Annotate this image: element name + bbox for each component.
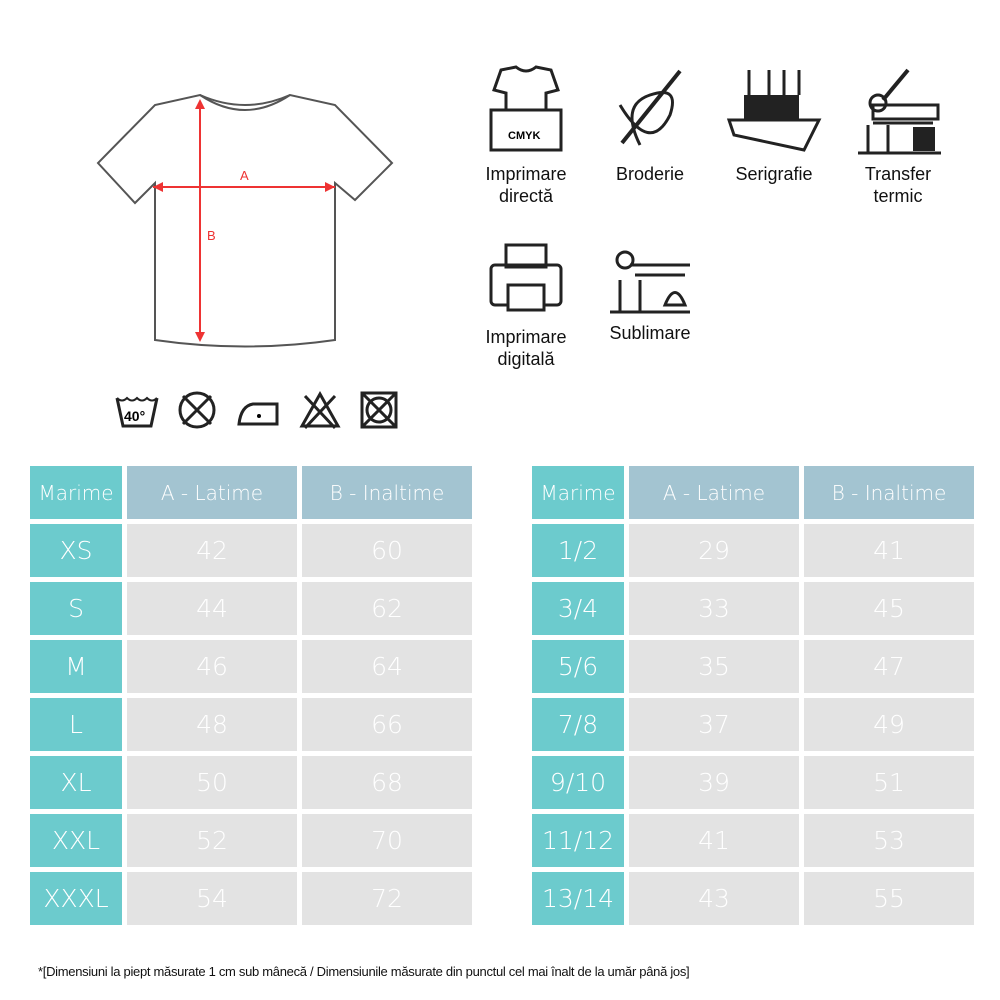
sublimation-icon — [610, 250, 690, 314]
table-cell: 49 — [804, 698, 974, 751]
no-tumble-dry-icon — [360, 391, 398, 429]
table-cell: 41 — [804, 524, 974, 577]
table-cell: 66 — [302, 698, 472, 751]
table-cell: 62 — [302, 582, 472, 635]
technique-digital-print: Imprimare digitală — [466, 240, 586, 370]
table-cell: 60 — [302, 524, 472, 577]
size-label: XL — [30, 756, 122, 809]
footnote: *[Dimensiuni la piept măsurate 1 cm sub … — [38, 964, 690, 979]
size-label: XXXL — [30, 872, 122, 925]
table-cell: 64 — [302, 640, 472, 693]
size-label: L — [30, 698, 122, 751]
table-cell: 50 — [127, 756, 297, 809]
iron-low-icon — [237, 402, 279, 426]
table-cell: 35 — [629, 640, 799, 693]
digital-print-icon — [489, 243, 563, 312]
size-label: 9/10 — [532, 756, 624, 809]
table-cell: 47 — [804, 640, 974, 693]
technique-direct-print: CMYK Imprimare directă — [466, 65, 586, 207]
size-label: XXL — [30, 814, 122, 867]
svg-text:CMYK: CMYK — [508, 130, 540, 142]
table-cell: 53 — [804, 814, 974, 867]
label-b: B — [207, 228, 216, 243]
column-header: Marime — [532, 466, 624, 519]
size-label: 5/6 — [532, 640, 624, 693]
size-label: M — [30, 640, 122, 693]
adult-size-table: Marime A - Latime B - Inaltime XS 42 60 S 44 62 M… — [30, 466, 472, 925]
tshirt-diagram: A B — [96, 93, 394, 348]
table-cell: 29 — [629, 524, 799, 577]
table-cell: 51 — [804, 756, 974, 809]
size-label: 11/12 — [532, 814, 624, 867]
size-label: 7/8 — [532, 698, 624, 751]
table-cell: 43 — [629, 872, 799, 925]
care-icons: 40° — [115, 390, 399, 430]
wash-40-icon: 40° — [115, 396, 159, 428]
table-cell: 45 — [804, 582, 974, 635]
svg-text:40°: 40° — [124, 408, 145, 424]
kids-size-table: Marime A - Latime B - Inaltime 1/2 29 41 3/4 33… — [532, 466, 974, 925]
table-cell: 39 — [629, 756, 799, 809]
technique-heat-transfer: Transfer termic — [838, 65, 958, 207]
embroidery-icon — [618, 69, 682, 146]
table-cell: 41 — [629, 814, 799, 867]
technique-embroidery: Broderie — [590, 65, 710, 185]
technique-screen-print: Serigrafie — [714, 65, 834, 185]
size-label: XS — [30, 524, 122, 577]
no-dry-clean-icon — [178, 391, 216, 429]
table-cell: 46 — [127, 640, 297, 693]
table-cell: 68 — [302, 756, 472, 809]
label-a: A — [240, 168, 249, 183]
column-header: B - Inaltime — [302, 466, 472, 519]
size-label: S — [30, 582, 122, 635]
table-cell: 54 — [127, 872, 297, 925]
table-cell: 42 — [127, 524, 297, 577]
size-label: 13/14 — [532, 872, 624, 925]
table-cell: 72 — [302, 872, 472, 925]
column-header: B - Inaltime — [804, 466, 974, 519]
heat-transfer-icon — [858, 68, 941, 155]
table-cell: 33 — [629, 582, 799, 635]
table-cell: 48 — [127, 698, 297, 751]
table-cell: 70 — [302, 814, 472, 867]
column-header: Marime — [30, 466, 122, 519]
table-cell: 55 — [804, 872, 974, 925]
table-cell: 44 — [127, 582, 297, 635]
table-cell: 37 — [629, 698, 799, 751]
column-header: A - Latime — [127, 466, 297, 519]
screen-print-icon — [726, 70, 822, 152]
no-bleach-icon — [299, 390, 341, 430]
technique-sublimation: Sublimare — [590, 240, 710, 344]
size-label: 1/2 — [532, 524, 624, 577]
size-label: 3/4 — [532, 582, 624, 635]
column-header: A - Latime — [629, 466, 799, 519]
direct-print-icon: CMYK — [489, 65, 563, 152]
table-cell: 52 — [127, 814, 297, 867]
